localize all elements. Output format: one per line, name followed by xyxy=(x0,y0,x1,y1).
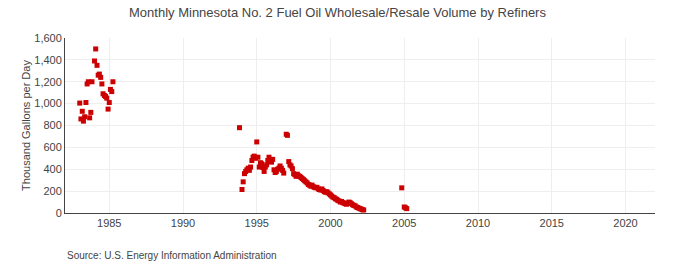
svg-text:Source: U.S. Energy Informatio: Source: U.S. Energy Information Administ… xyxy=(67,250,277,261)
svg-text:2005: 2005 xyxy=(392,217,416,229)
svg-text:1,400: 1,400 xyxy=(34,54,62,66)
svg-text:0: 0 xyxy=(56,207,62,219)
svg-text:2000: 2000 xyxy=(318,217,342,229)
svg-text:2020: 2020 xyxy=(613,217,637,229)
svg-text:1995: 1995 xyxy=(245,217,269,229)
svg-text:200: 200 xyxy=(43,185,61,197)
svg-text:2015: 2015 xyxy=(540,217,564,229)
svg-text:1,200: 1,200 xyxy=(34,76,62,88)
svg-text:1,600: 1,600 xyxy=(34,32,62,44)
svg-text:Monthly Minnesota No. 2 Fuel O: Monthly Minnesota No. 2 Fuel Oil Wholesa… xyxy=(129,5,546,20)
svg-text:800: 800 xyxy=(43,119,61,131)
svg-text:2010: 2010 xyxy=(466,217,490,229)
svg-text:1,000: 1,000 xyxy=(34,97,62,109)
svg-text:Thousand Gallons per Day: Thousand Gallons per Day xyxy=(20,60,32,191)
svg-text:600: 600 xyxy=(43,141,61,153)
svg-text:1990: 1990 xyxy=(171,217,195,229)
svg-text:1985: 1985 xyxy=(97,217,121,229)
svg-text:400: 400 xyxy=(43,163,61,175)
